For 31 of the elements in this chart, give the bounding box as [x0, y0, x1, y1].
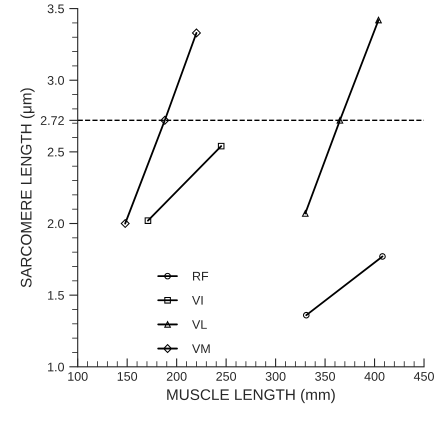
point [336, 117, 344, 124]
point [218, 142, 224, 150]
x-tick-label: 450 [414, 372, 434, 381]
legend-label: VM [192, 344, 210, 353]
point [302, 210, 309, 217]
point [144, 217, 152, 224]
y-tick-label: 2.72 [40, 116, 64, 125]
point [379, 253, 386, 260]
point [160, 116, 170, 125]
x-tick-label: 300 [266, 372, 286, 381]
y-tick-label: 1.0 [48, 362, 64, 372]
x-tick-label: 100 [68, 372, 88, 381]
y-tick-label: 3.0 [48, 76, 64, 85]
x-tick-label: 400 [364, 372, 384, 381]
point [302, 312, 310, 319]
legend-label: VL [192, 320, 207, 329]
legend-label: VI [192, 296, 203, 305]
y-tick-label: 1.5 [48, 291, 64, 300]
y-tick-label: 3.5 [48, 4, 64, 14]
y-axis-title: SARCOMERE LENGTH (μm) [20, 88, 35, 288]
x-tick-label: 150 [118, 372, 138, 381]
y-tick-label: 2.5 [48, 148, 64, 157]
y-tick-label: 2.0 [48, 219, 64, 228]
legend-label: RF [192, 272, 208, 280]
x-axis-title: MUSCLE LENGTH (mm) [167, 388, 335, 404]
point [375, 16, 382, 24]
x-tick-label: 200 [166, 372, 187, 381]
point [120, 219, 130, 228]
x-tick-label: 350 [315, 372, 336, 381]
point [192, 28, 201, 38]
x-tick-label: 250 [216, 372, 236, 381]
